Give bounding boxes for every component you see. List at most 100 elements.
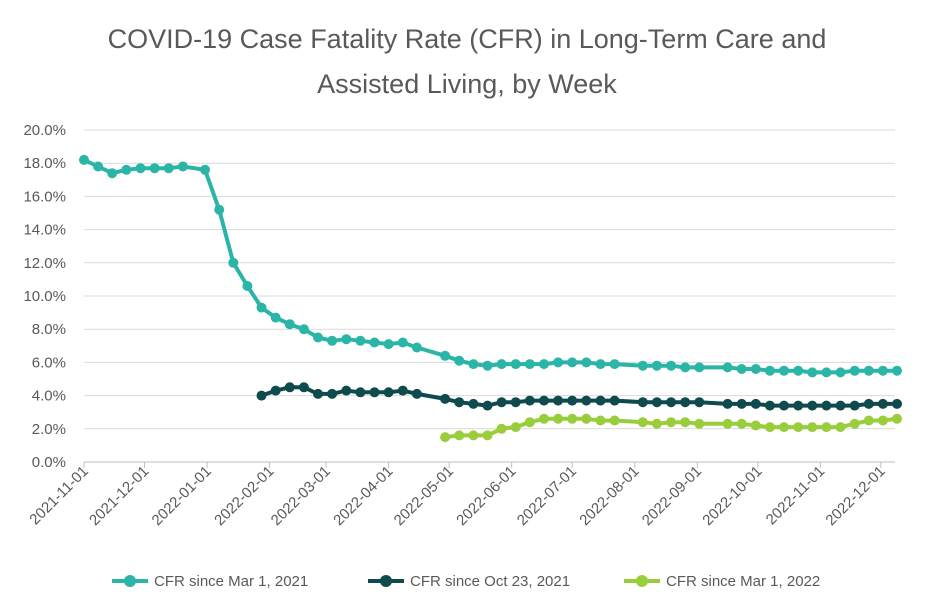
legend-swatch-marker [636,575,648,587]
y-tick-label: 16.0% [23,188,66,205]
data-point [369,337,380,348]
data-point [793,422,804,433]
data-point [107,168,118,179]
data-point [553,357,564,368]
data-point [793,400,804,411]
y-tick-label: 2.0% [32,421,66,438]
x-tick-label: 2022-02-01 [211,463,277,529]
chart-title-line-1: COVID-19 Case Fatality Rate (CFR) in Lon… [108,24,827,54]
data-point [892,398,902,409]
data-point [694,397,705,408]
data-point [637,397,648,408]
data-point [609,359,620,370]
y-tick-label: 8.0% [32,321,66,338]
data-point [468,359,479,370]
data-point [341,334,352,345]
legend-item: CFR since Oct 23, 2021 [368,573,570,590]
data-point [496,359,507,370]
data-point [468,398,479,409]
data-point [228,257,239,268]
data-point [892,413,902,424]
data-point [341,385,352,396]
legend: CFR since Mar 1, 2021 CFR since Oct 23, 2… [112,573,820,590]
data-point [553,413,564,424]
y-tick-label: 18.0% [23,155,66,172]
x-tick-label: 2022-07-01 [514,463,580,529]
gridlines [84,129,895,430]
data-point [680,417,691,428]
data-point [835,422,846,433]
data-point [482,360,493,371]
data-point [214,204,225,215]
data-point [581,357,592,368]
data-point [539,359,549,370]
data-point [821,367,832,378]
data-point [722,398,733,409]
x-tick-label: 2022-08-01 [576,463,642,529]
y-tick-label: 12.0% [23,255,66,272]
legend-item: CFR since Mar 1, 2021 [112,573,308,590]
data-point [877,398,888,409]
y-tick-label: 10.0% [23,288,66,305]
y-tick-label: 14.0% [23,222,66,239]
data-point [355,335,366,346]
chart-title: COVID-19 Case Fatality Rate (CFR) in Lon… [108,24,827,99]
data-point [177,161,188,172]
data-point [877,365,888,376]
data-point [200,164,210,175]
data-point [468,430,479,441]
x-tick-label: 2022-11-01 [763,463,828,528]
x-tick-label: 2022-05-01 [391,463,457,529]
data-point [609,395,620,406]
data-point [651,397,662,408]
data-point [863,415,874,426]
data-point [666,417,677,428]
x-tick-label: 2022-06-01 [453,463,519,529]
data-point [411,342,422,353]
chart-title-line-2: Assisted Living, by Week [317,69,617,99]
data-point [666,360,677,371]
data-point [835,367,846,378]
data-point [383,339,394,350]
data-point [680,397,691,408]
data-point [496,423,507,434]
data-point [736,364,747,374]
data-point [722,362,733,373]
data-point [779,422,789,433]
data-point [892,365,902,376]
data-point [567,413,578,424]
data-point [764,365,775,376]
data-point [242,281,253,291]
legend-item: CFR since Mar 1, 2022 [624,573,820,590]
data-point [849,365,860,376]
x-tick-label: 2022-03-01 [268,463,334,529]
data-point [764,422,775,433]
y-tick-label: 6.0% [32,354,66,371]
series-2 [256,382,902,411]
data-point [750,364,761,374]
x-tick-label: 2021-11-01 [26,463,91,528]
data-point [256,390,267,401]
data-point [637,417,648,428]
data-point [581,413,592,424]
x-tick-label: 2022-10-01 [699,463,765,529]
data-point [327,388,338,399]
data-point [454,430,465,441]
data-point [524,417,535,428]
legend-label: CFR since Mar 1, 2021 [154,573,308,590]
data-point [567,395,578,406]
data-point [256,302,267,313]
series-group [79,154,902,443]
data-point [355,387,366,398]
data-point [411,388,422,399]
x-tick-label: 2022-09-01 [639,463,705,529]
data-point [595,395,606,406]
data-point [327,335,338,346]
data-point [284,382,295,393]
series-line [82,157,899,375]
data-point [163,163,174,174]
data-point [863,365,874,376]
data-point [397,337,408,348]
x-tick-label: 2022-01-01 [149,463,215,529]
